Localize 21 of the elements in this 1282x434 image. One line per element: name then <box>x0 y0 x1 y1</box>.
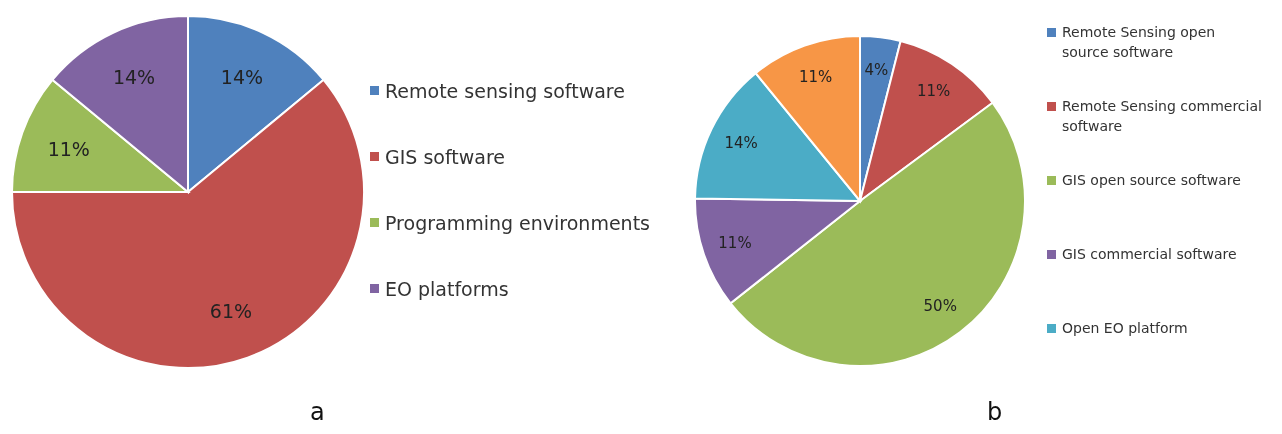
legend-label: Open EO platform <box>1062 319 1188 338</box>
data-label: 14% <box>112 66 156 89</box>
text: b <box>987 398 1003 426</box>
legend-label: Programming environments <box>385 211 650 236</box>
data-label: 11% <box>718 234 752 253</box>
data-label: 4% <box>864 61 889 80</box>
data-label: 11% <box>799 67 833 86</box>
legend-label: EO platforms <box>385 277 509 302</box>
data-label: 61% <box>209 300 253 323</box>
legend-label: GIS open source software <box>1062 171 1241 190</box>
legend-label: Remote Sensing commercial software <box>1062 97 1262 137</box>
data-label: 50% <box>923 296 957 315</box>
legend-label: GIS commercial software <box>1062 245 1237 264</box>
data-label: 11% <box>916 82 951 101</box>
data-label: 14% <box>220 66 264 89</box>
legend-label: Remote sensing software <box>385 79 625 104</box>
legend-label: Remote Sensing open source software <box>1062 23 1217 63</box>
legend-label: GIS software <box>385 145 506 170</box>
text: a <box>310 398 325 426</box>
data-label: 14% <box>724 134 758 153</box>
data-label: 11% <box>47 138 90 161</box>
